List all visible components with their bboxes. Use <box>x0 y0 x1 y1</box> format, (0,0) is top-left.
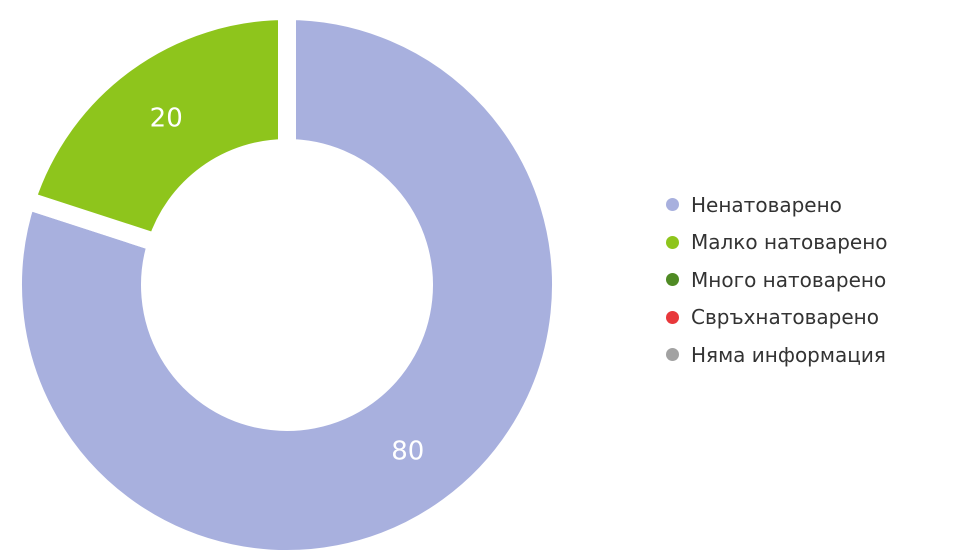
legend-marker-icon <box>666 310 679 324</box>
legend-item: Свръхнатоварено <box>666 299 888 337</box>
chart-legend: Ненатоварено Малко натоварено Много натова… <box>666 186 888 374</box>
legend-marker-icon <box>666 198 679 212</box>
donut-slice-0 <box>4 2 570 560</box>
data-label-0: 80 <box>391 436 424 466</box>
legend-marker-icon <box>666 348 679 362</box>
legend-label: Свръхнатоварено <box>691 305 879 330</box>
legend-label: Много натоварено <box>691 267 887 292</box>
legend-label: Ненатоварено <box>691 192 842 217</box>
legend-label: Малко натоварено <box>691 230 888 255</box>
donut-data-labels: 80 20 <box>150 104 425 467</box>
legend-label: Няма информация <box>691 342 886 367</box>
legend-marker-icon <box>666 235 679 249</box>
legend-item: Ненатоварено <box>666 186 888 224</box>
legend-item: Много натоварено <box>666 261 888 299</box>
donut-slices <box>4 2 570 560</box>
legend-marker-icon <box>666 273 679 287</box>
legend-item: Няма информация <box>666 336 888 374</box>
donut-slice-1 <box>17 2 296 252</box>
legend-item: Малко натоварено <box>666 224 888 262</box>
data-label-1: 20 <box>150 104 183 134</box>
